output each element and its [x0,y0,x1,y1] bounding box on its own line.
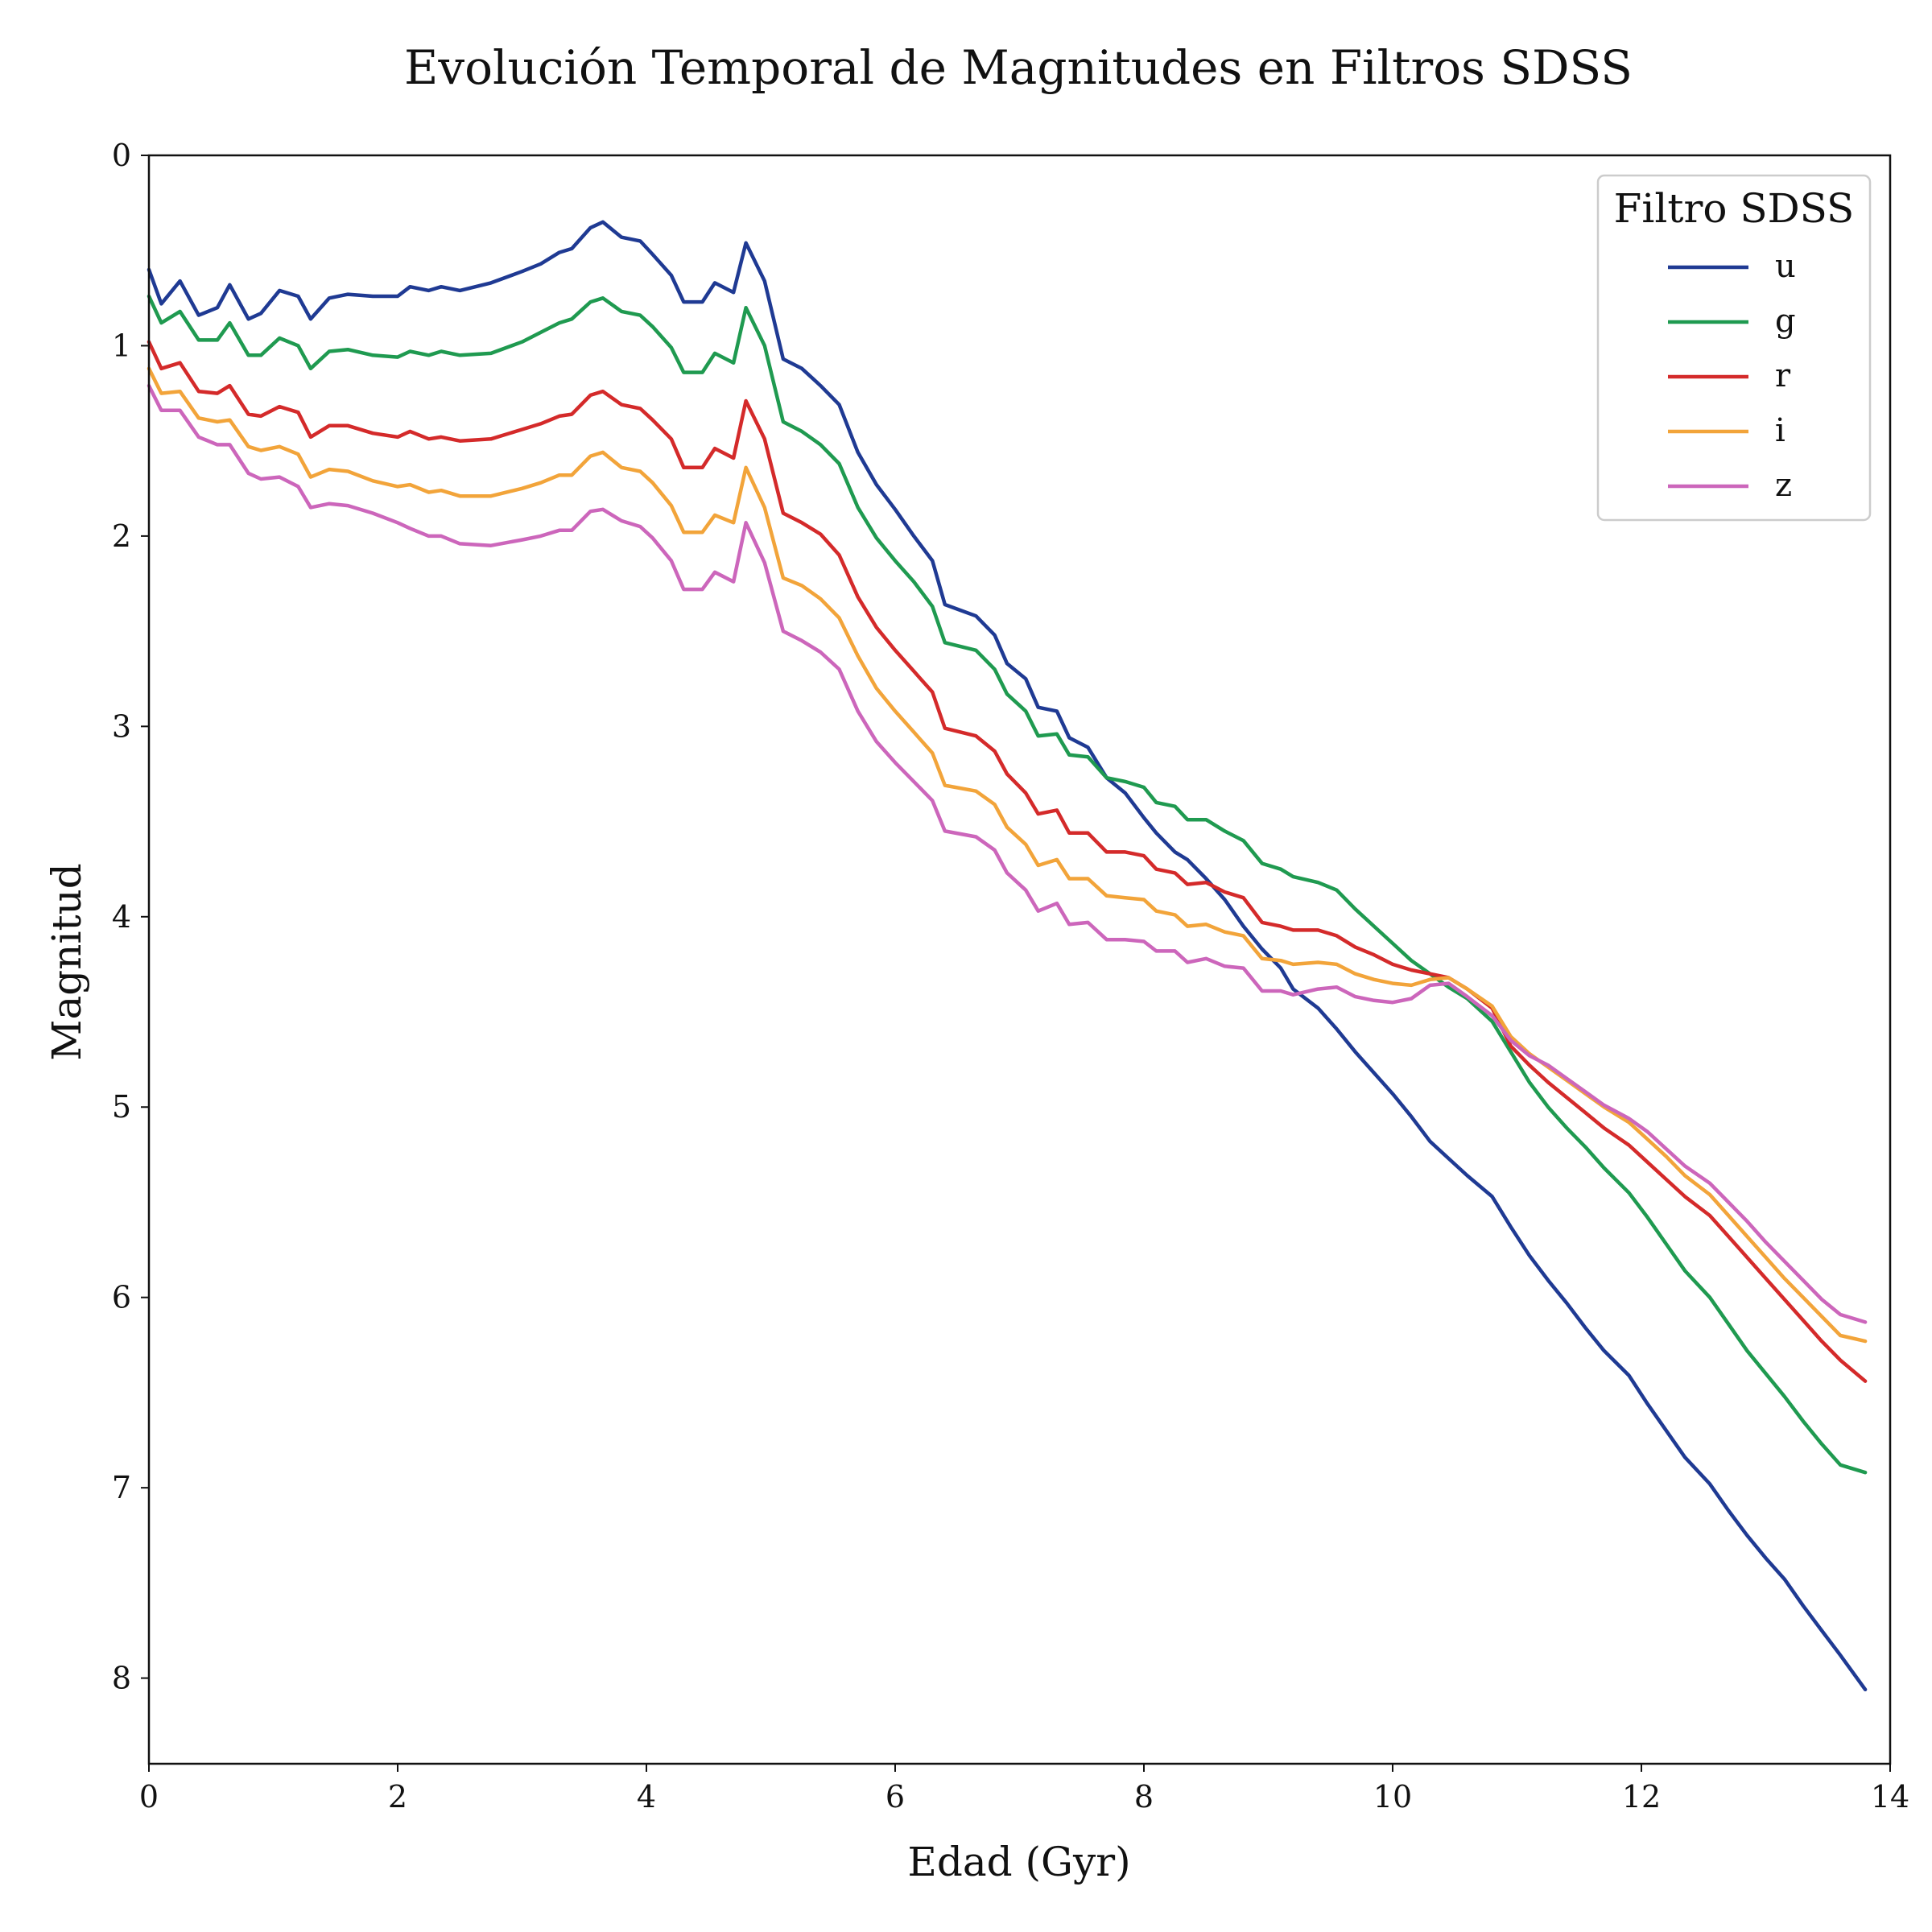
legend-title: Filtro SDSS [1614,185,1855,232]
y-tick-label: 4 [112,899,131,935]
x-tick-label: 0 [139,1779,159,1814]
series-line-g [147,294,1868,1475]
x-tick-label: 14 [1871,1779,1909,1814]
plot-frame [147,154,1892,1765]
series-line-r [147,340,1868,1383]
y-tick-label: 5 [112,1089,131,1125]
legend-label-g: g [1775,303,1796,340]
y-tick-label: 0 [112,138,131,173]
legend-box [1596,174,1872,522]
x-tick-label: 12 [1622,1779,1661,1814]
y-axis: 0 1 2 3 4 5 6 7 8 [112,138,149,1696]
y-tick-label: 2 [112,518,131,554]
x-tick-label: 8 [1134,1779,1154,1814]
x-axis-label: Edad (Gyr) [907,1839,1130,1885]
x-tick-label: 2 [388,1779,407,1814]
chart-title: Evolución Temporal de Magnitudes en Filt… [404,40,1633,95]
y-tick-label: 6 [112,1280,131,1315]
y-tick-label: 1 [112,328,131,363]
legend-label-z: z [1775,467,1792,504]
legend-label-i: i [1775,412,1785,449]
series-line-z [147,383,1868,1324]
y-tick-label: 7 [112,1470,131,1505]
legend-label-r: r [1775,357,1791,394]
legend-label-u: u [1775,248,1796,285]
x-axis: 0 2 4 6 8 10 12 14 [139,1764,1909,1814]
x-tick-label: 6 [886,1779,905,1814]
series-line-u [147,220,1868,1692]
x-tick-label: 4 [637,1779,656,1814]
y-axis-label: Magnitud [43,863,90,1061]
y-tick-label: 8 [112,1661,131,1696]
series-layer [147,220,1868,1692]
x-tick-label: 10 [1373,1779,1412,1814]
y-tick-label: 3 [112,708,131,744]
